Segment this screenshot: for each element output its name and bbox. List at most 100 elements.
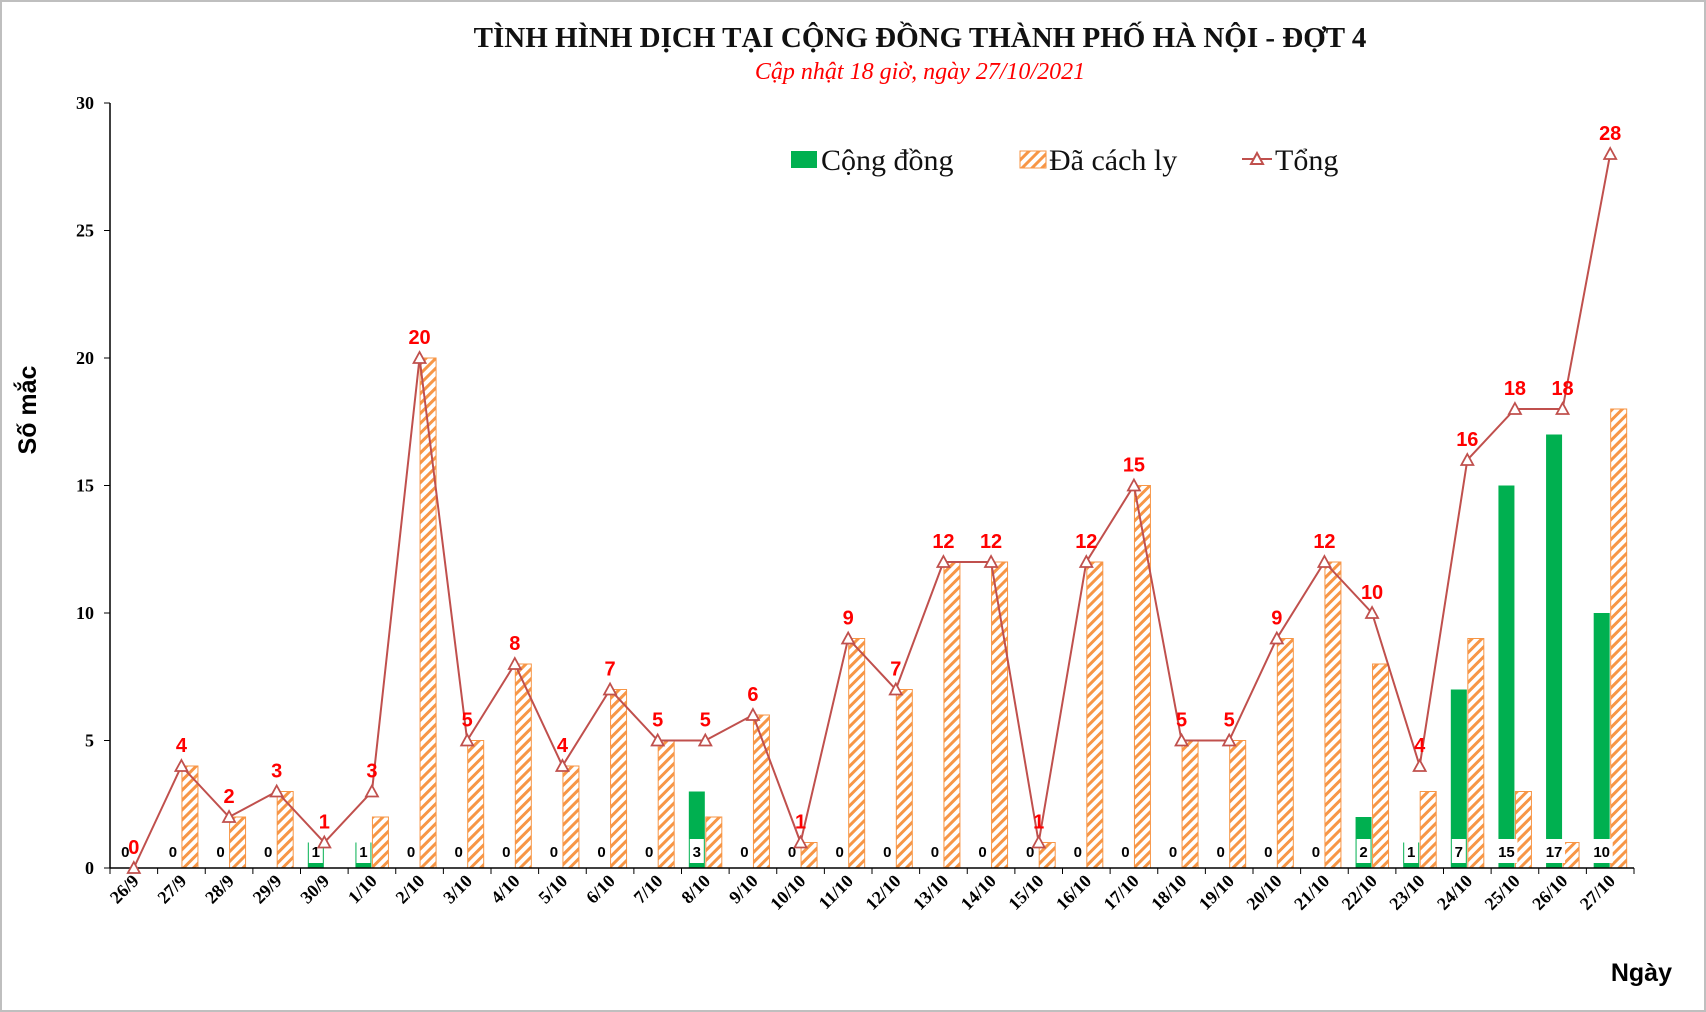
community-data-label: 0 <box>645 844 653 861</box>
community-data-label: 17 <box>1546 844 1563 861</box>
total-data-label: 9 <box>1271 608 1282 630</box>
total-marker <box>1507 401 1523 415</box>
bar-quarantined <box>1086 561 1104 869</box>
bar-quarantined <box>943 561 961 869</box>
community-data-label: 0 <box>264 844 272 861</box>
community-data-label: 1 <box>359 844 367 861</box>
total-marker <box>935 554 951 568</box>
y-axis-ticks: 0 5 10 15 20 25 30 <box>76 93 94 878</box>
community-label-bg <box>404 839 419 863</box>
y-tick-label: 0 <box>85 858 94 878</box>
total-data-label: 7 <box>605 659 616 681</box>
community-data-label: 15 <box>1498 844 1515 861</box>
total-marker <box>888 681 904 696</box>
legend-label-quarantined: Đã cách ly <box>1049 144 1177 177</box>
total-marker <box>650 732 666 747</box>
total-line <box>132 153 1612 869</box>
bar-quarantined <box>1276 638 1294 869</box>
bar-quarantined <box>848 638 866 869</box>
community-data-label: 0 <box>407 844 415 861</box>
community-label-bg <box>1356 839 1371 863</box>
total-data-label: 28 <box>1599 123 1621 145</box>
total-data-label: 12 <box>1075 531 1097 553</box>
community-data-label: 0 <box>883 844 891 861</box>
bar-community <box>1593 613 1610 868</box>
total-data-label: 5 <box>462 710 473 732</box>
bar-quarantined <box>1514 791 1532 869</box>
total-data-label: 2 <box>224 786 235 808</box>
total-marker <box>1031 834 1047 849</box>
total-line-group <box>126 146 1618 874</box>
community-data-label: 10 <box>1593 844 1610 861</box>
legend-swatch-community <box>791 151 817 168</box>
total-data-label: 3 <box>366 761 377 783</box>
bar-quarantined <box>467 740 485 869</box>
chart-title: TÌNH HÌNH DỊCH TẠI CỘNG ĐỒNG THÀNH PHỐ H… <box>474 20 1367 54</box>
bar-community <box>1450 689 1467 868</box>
y-tick-label: 25 <box>76 221 94 241</box>
total-marker <box>1078 554 1094 568</box>
community-data-label: 1 <box>1407 844 1415 861</box>
bar-quarantined <box>419 357 437 869</box>
total-data-label: 0 <box>128 837 139 859</box>
total-data-label: 9 <box>843 608 854 630</box>
community-data-label: 0 <box>121 844 129 861</box>
community-label-bg <box>927 839 942 863</box>
community-label-bg <box>546 839 561 863</box>
total-data-label: 4 <box>1414 735 1426 757</box>
community-label-bg <box>1495 839 1518 863</box>
total-marker <box>697 732 713 747</box>
y-tick-label: 30 <box>76 93 94 113</box>
bar-quarantined <box>1133 485 1151 869</box>
community-labels-group: 0 0 0 0 1 1 0 0 0 0 0 0 3 0 0 0 0 0 0 0 0 0 0 0 0 0 2 1 7 15 17 10 <box>118 839 1613 863</box>
total-marker <box>1364 605 1380 619</box>
community-label-bg <box>1308 839 1323 863</box>
total-data-label: 10 <box>1361 582 1383 604</box>
bar-quarantined <box>1229 740 1247 869</box>
community-label-bg <box>832 839 847 863</box>
total-marker <box>126 860 142 874</box>
community-label-bg <box>975 839 990 863</box>
community-label-bg <box>642 839 657 863</box>
total-marker <box>793 834 809 849</box>
total-marker <box>745 707 761 721</box>
community-label-bg <box>737 839 752 863</box>
legend-label-total: Tổng <box>1275 144 1338 177</box>
community-data-label: 7 <box>1455 844 1463 861</box>
community-data-label: 0 <box>1026 844 1034 861</box>
community-data-label: 0 <box>1264 844 1272 861</box>
community-data-label: 0 <box>1074 844 1082 861</box>
community-data-label: 0 <box>836 844 844 861</box>
total-data-label: 12 <box>1313 531 1335 553</box>
bar-quarantined <box>1181 740 1199 869</box>
community-label-bg <box>1261 839 1276 863</box>
legend-marker-total <box>1249 150 1265 165</box>
total-marker <box>1174 732 1190 747</box>
community-label-bg <box>1590 839 1613 863</box>
total-marker <box>221 809 237 823</box>
community-label-bg <box>499 839 514 863</box>
community-data-label: 0 <box>1121 844 1129 861</box>
total-data-label: 7 <box>890 659 901 681</box>
total-data-label: 18 <box>1504 378 1526 400</box>
community-label-bg <box>451 839 466 863</box>
community-label-bg <box>689 839 704 863</box>
chart-subtitle: Cập nhật 18 giờ, ngày 27/10/2021 <box>755 59 1085 85</box>
bar-quarantined <box>229 816 247 869</box>
y-tick-label: 15 <box>76 476 94 496</box>
community-label-bg <box>1166 839 1181 863</box>
bar-quarantined <box>1372 663 1390 869</box>
total-data-label: 16 <box>1456 429 1478 451</box>
community-label-bg <box>1543 839 1566 863</box>
total-data-label: 5 <box>700 710 711 732</box>
bar-quarantined <box>1324 561 1342 869</box>
bar-community <box>1498 485 1515 868</box>
total-marker <box>1269 630 1285 645</box>
bar-community <box>1546 434 1563 868</box>
bar-quarantined <box>610 689 628 869</box>
bar-quarantined <box>276 791 294 869</box>
total-marker <box>269 783 285 798</box>
bar-quarantined <box>705 816 723 869</box>
legend-swatch-quarantined <box>1019 150 1047 169</box>
